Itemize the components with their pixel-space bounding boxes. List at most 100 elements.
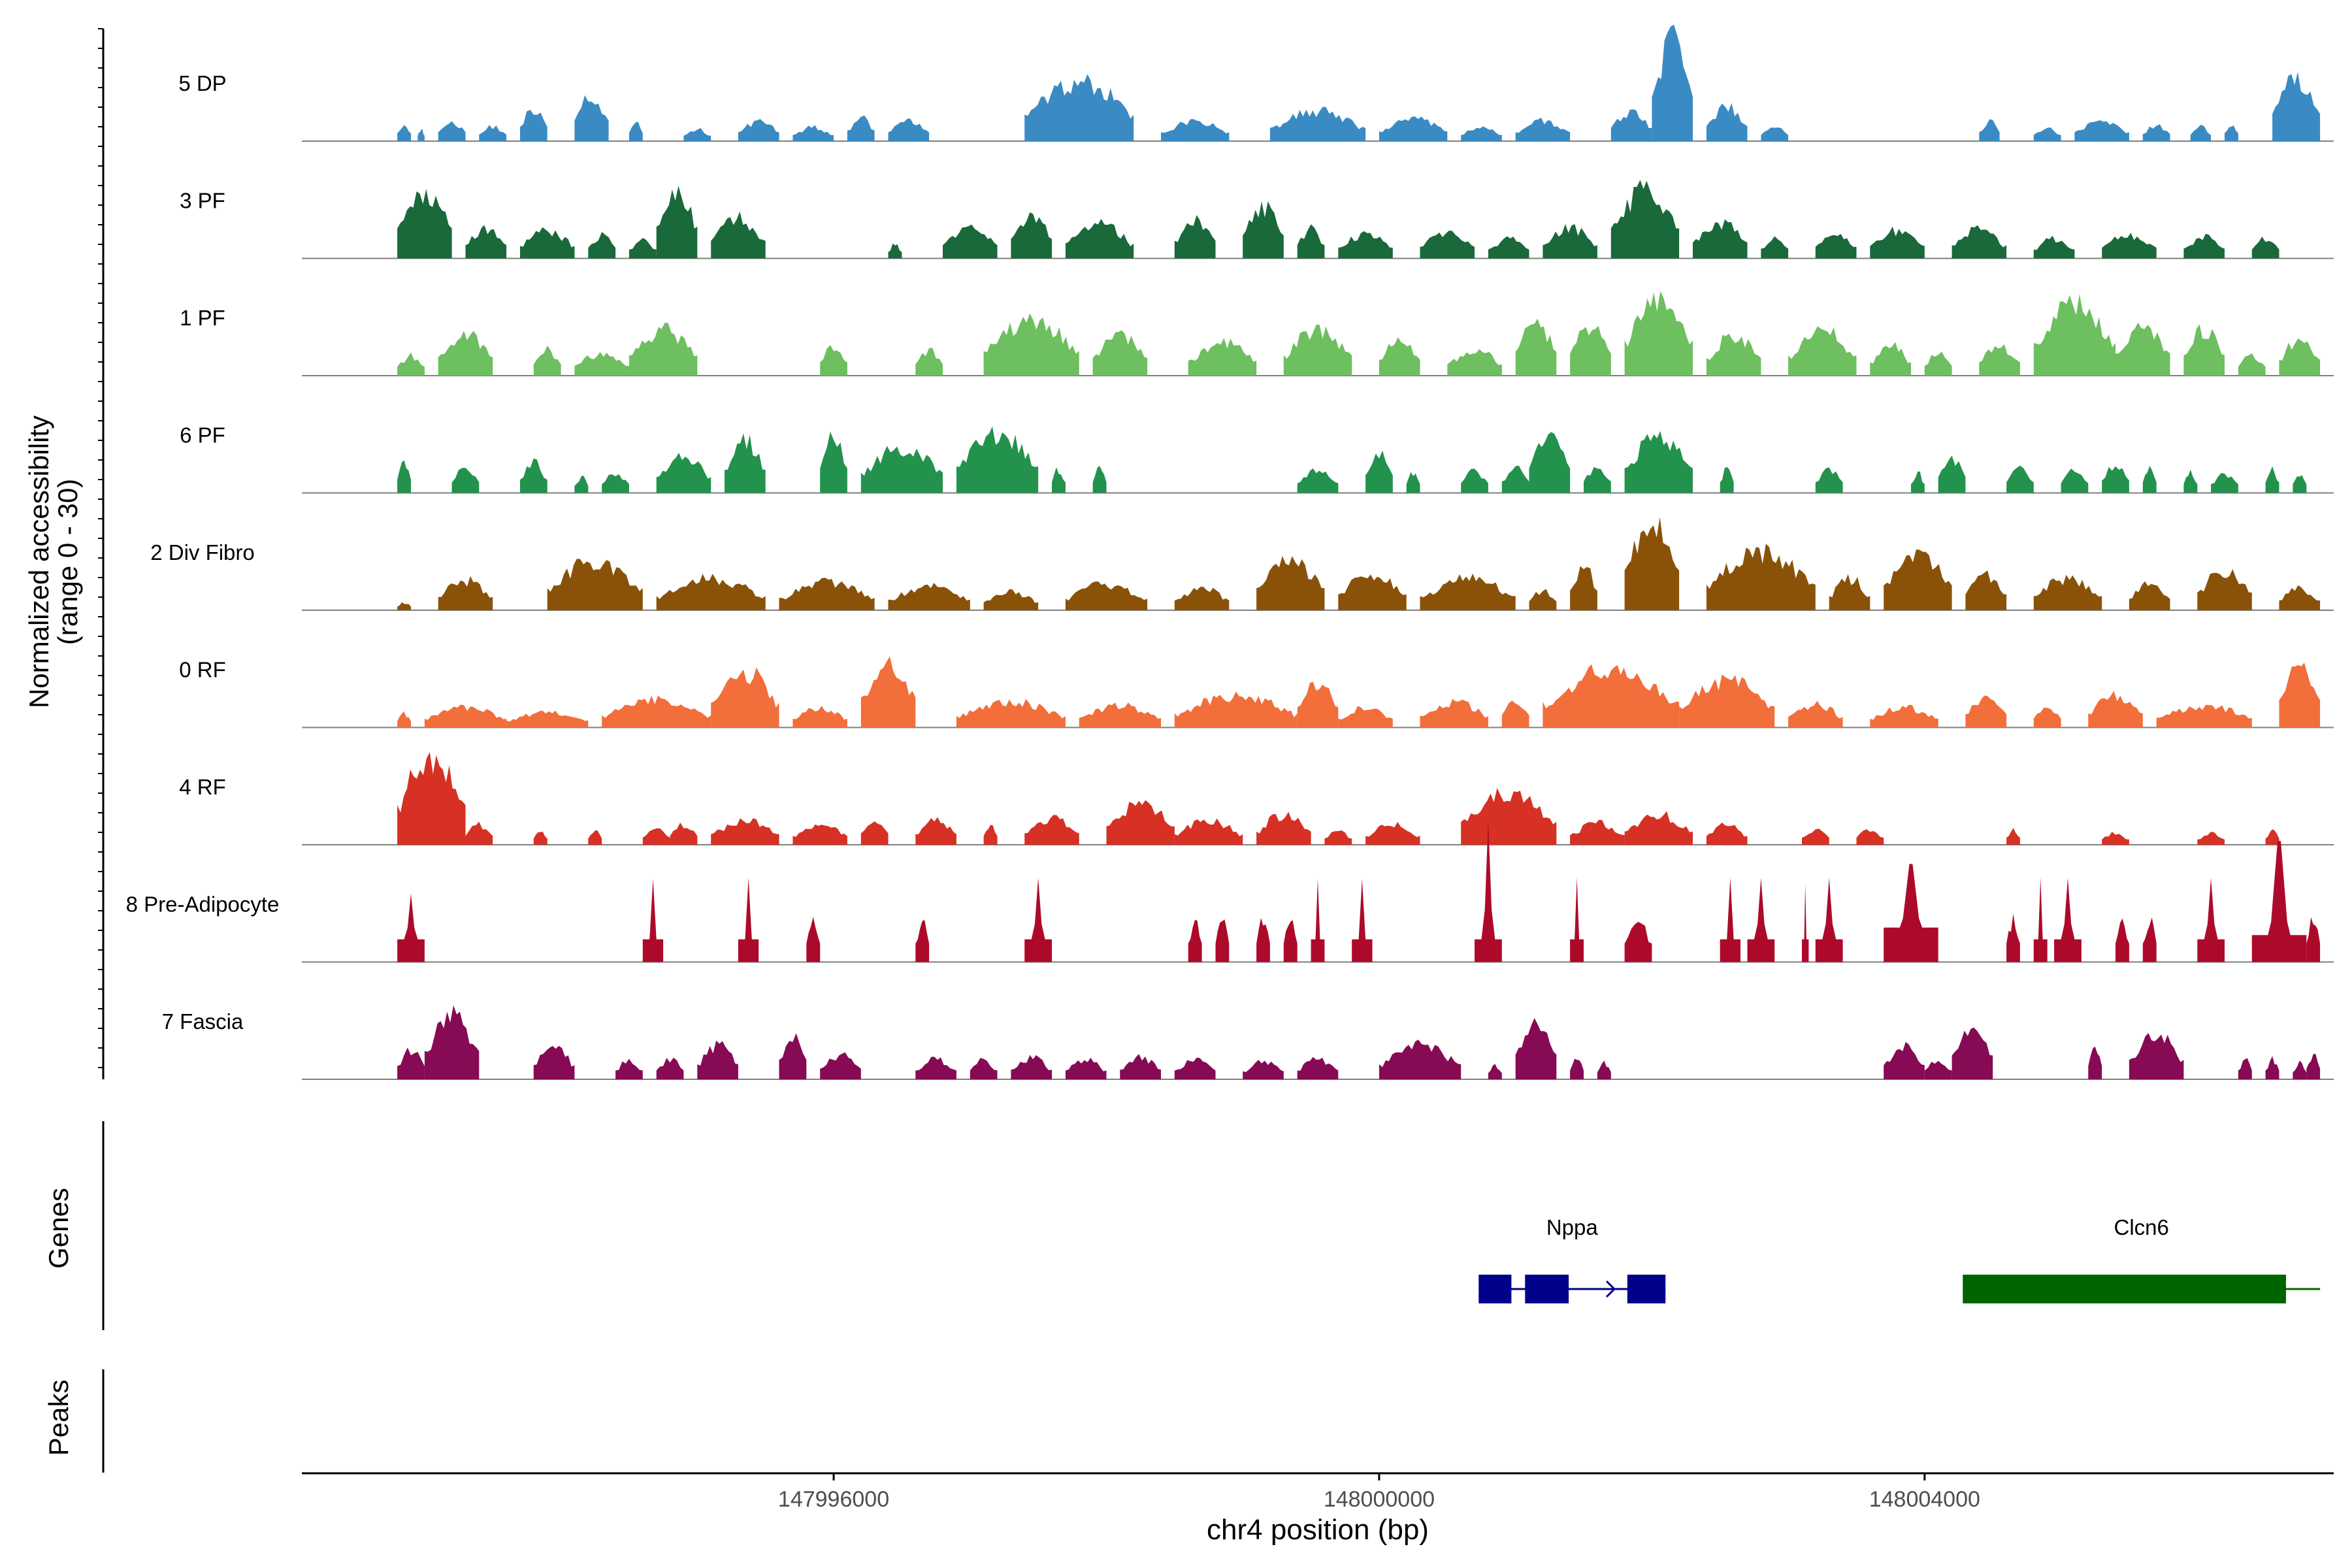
coverage-region [1215, 919, 1230, 962]
track-label: 0 RF [179, 658, 226, 682]
coverage-region [574, 351, 629, 376]
coverage-region [2102, 466, 2129, 493]
coverage-region [1052, 467, 1066, 493]
coverage-region [451, 468, 480, 493]
coverage-region [2265, 829, 2279, 845]
y-axis-title-line2: (range 0 - 30) [52, 479, 83, 645]
coverage-region [1365, 450, 1393, 493]
coverage-region [2142, 917, 2157, 962]
coverage-region [1311, 879, 1325, 962]
coverage-region [2033, 877, 2048, 962]
coverage-region [1938, 455, 1966, 493]
coverage-region [1924, 1060, 1952, 1079]
coverage-region [1679, 674, 1775, 728]
coverage-region [588, 231, 616, 259]
coverage-region [1024, 815, 1079, 845]
coverage-region [1965, 695, 2007, 728]
coverage-region [2279, 662, 2321, 728]
coverage-region [1297, 224, 1325, 259]
track-label: 2 Div Fibro [150, 540, 255, 564]
coverage-region [1706, 333, 1761, 376]
coverage-region [1706, 103, 1748, 141]
coverage-region [2225, 125, 2238, 141]
coverage-region [397, 752, 466, 845]
coverage-region [1256, 917, 1270, 962]
coverage-region [1406, 472, 1420, 493]
coverage-region [1529, 589, 1557, 610]
coverage-region [1693, 219, 1748, 259]
coverage-region [424, 704, 507, 728]
coverage-region [711, 818, 779, 845]
coverage-region [2129, 1033, 2184, 1079]
genes-panel-label: Genes [43, 1188, 74, 1269]
coverage-region [1829, 574, 1870, 610]
coverage-region [2129, 581, 2170, 610]
coverage-region [533, 831, 547, 845]
coverage-region [2006, 465, 2034, 493]
coverage-region [2033, 127, 2061, 141]
track-2-div-fibro: 2 Div Fibro [150, 517, 2334, 611]
coverage-region [1092, 466, 1107, 493]
coverage-region [2183, 324, 2225, 376]
coverage-region [656, 1057, 684, 1079]
coverage-region [1584, 466, 1611, 493]
track-label: 3 PF [180, 189, 225, 213]
coverage-region [956, 698, 1066, 728]
coverage-region [983, 313, 1079, 376]
coverage-region [2238, 353, 2266, 376]
coverage-region [520, 227, 575, 259]
coverage-region [915, 348, 943, 376]
coverage-region [1120, 1054, 1161, 1079]
coverage-region [1065, 1058, 1107, 1079]
coverage-region [683, 127, 711, 141]
coverage-region [520, 458, 547, 493]
coverage-region [1815, 233, 1857, 259]
coverage-region [697, 1040, 738, 1079]
coverage-region [2183, 469, 2198, 493]
coverage-region [1720, 466, 1734, 493]
coverage-region [1543, 223, 1597, 259]
coverage-region [1106, 800, 1175, 845]
coverage-region [615, 1058, 643, 1079]
coverage-region [888, 118, 930, 141]
coverage-region [2142, 466, 2157, 493]
coverage-region [2197, 569, 2252, 610]
coverage-region [2088, 1046, 2102, 1079]
coverage-region [520, 110, 547, 141]
coverage-region [1761, 236, 1789, 259]
coverage-region [1011, 1054, 1052, 1079]
coverage-region [2265, 1056, 2279, 1079]
coverage-region [1815, 467, 1843, 493]
coverage-region [1570, 325, 1611, 376]
track-label: 5 DP [178, 71, 226, 95]
coverage-region [574, 95, 609, 141]
coverage-region [2115, 322, 2170, 376]
coverage-region [1856, 829, 1884, 845]
coverage-region [2006, 828, 2020, 845]
coverage-region [1965, 570, 2007, 610]
coverage-region [1624, 811, 1693, 845]
coverage-region [2279, 338, 2321, 376]
coverage-region [1092, 330, 1148, 376]
coverage-region [2197, 877, 2225, 962]
gene-exon [1525, 1275, 1569, 1303]
coverage-region [1501, 700, 1529, 728]
coverage-region [860, 446, 943, 493]
coverage-region [1174, 1057, 1216, 1079]
coverage-region [970, 1058, 998, 1079]
track-label: 7 Fascia [162, 1009, 244, 1034]
coverage-region [1747, 877, 1775, 962]
coverage-region [588, 830, 602, 845]
coverage-region [1624, 922, 1652, 962]
strand-arrow [1605, 1280, 1616, 1298]
coverage-region [397, 352, 425, 376]
coverage-region [1952, 225, 2007, 259]
x-tick-label: 148004000 [1869, 1487, 1980, 1512]
coverage-region [2211, 472, 2238, 493]
x-axis-title: chr4 position (bp) [1207, 1514, 1429, 1546]
coverage-region [1420, 698, 1488, 728]
coverage-region [888, 583, 970, 610]
coverage-region [1338, 231, 1393, 259]
coverage-region [2006, 913, 2020, 962]
